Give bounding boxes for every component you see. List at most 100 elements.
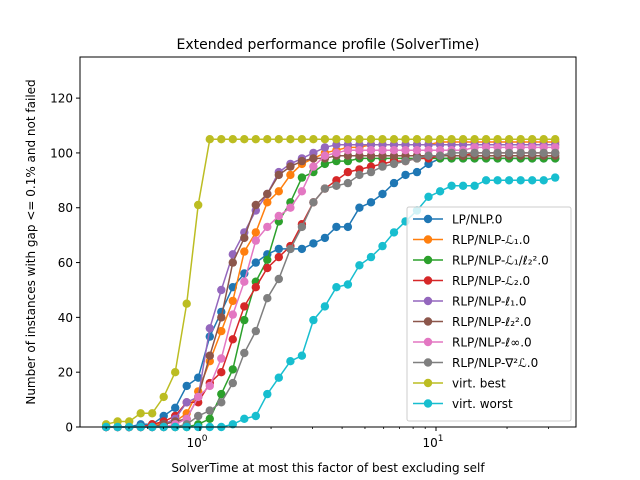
x-tick-label: 100 [187,434,208,450]
x-tick-base: 10 [422,436,437,450]
legend-label: RLP/NLP-ℓ∞.0 [452,336,532,350]
data-point [171,368,180,377]
data-point [297,222,307,232]
legend-item: RLP/NLP-ℒ₁/ℓ₂².0 [413,254,549,268]
y-tick-label: 40 [58,311,73,325]
data-point [309,315,318,325]
data-point [378,162,387,171]
y-tick-label: 100 [50,146,73,160]
data-point [332,135,341,144]
legend-label: virt. worst [452,397,513,411]
data-point [217,313,226,322]
data-point [424,192,433,201]
data-point [424,151,433,160]
data-point [458,181,468,190]
legend-marker [423,337,433,347]
data-point [320,135,330,144]
data-point [251,200,260,210]
data-point [366,198,376,207]
data-point [228,365,237,374]
data-point [286,162,295,171]
data-point [205,406,214,415]
data-point [551,173,560,182]
data-point [332,222,341,232]
legend-box [406,206,572,422]
data-point [194,392,203,402]
x-tick-exponent: 0 [202,434,208,444]
legend-item: virt. worst [413,397,513,411]
data-point [251,258,260,267]
legend-item: RLP/NLP-ℒ₁.0 [413,233,530,247]
data-point [435,151,445,160]
data-point [355,146,364,155]
x-axis-label: SolverTime at most this factor of best e… [171,461,485,475]
data-point [516,176,525,185]
series-line [106,141,556,428]
data-point [551,135,560,144]
data-point [194,200,203,210]
data-point [274,252,283,262]
data-point [320,151,330,160]
data-point [539,176,548,185]
y-tick-label: 80 [58,201,73,215]
data-point [504,176,514,185]
data-point [159,392,168,402]
data-point [343,135,353,144]
data-point [481,176,491,185]
data-point [528,176,537,185]
data-point [378,146,387,155]
y-tick-label: 120 [50,92,73,106]
data-point [240,348,249,358]
data-point [401,146,410,155]
data-point [458,135,468,144]
y-tick-label: 0 [65,421,73,435]
data-point [136,409,145,418]
data-point [286,244,295,254]
data-point [493,176,502,185]
data-point [182,398,191,407]
data-point [217,354,226,363]
data-point [355,203,364,212]
data-point [228,420,237,429]
data-point [286,170,295,180]
data-point [378,135,387,144]
data-point [228,335,237,344]
data-point [286,357,295,366]
data-point [240,277,249,286]
data-point [148,409,157,418]
data-point [274,135,283,144]
series-8 [101,135,560,429]
data-point [551,148,560,158]
legend-label: RLP/NLP-∇²ℒ.0 [452,356,538,370]
data-point [217,285,226,295]
legend: LP/NLP.0 RLP/NLP-ℒ₁.0 RLP/NLP-ℒ₁/ℓ₂².0 RLP/… [406,206,572,422]
data-point [217,368,226,377]
data-point [528,148,537,158]
data-point [355,135,364,144]
data-point [412,167,422,177]
data-point [539,148,548,158]
data-point [355,170,364,180]
data-point [217,389,226,399]
data-point [263,263,272,273]
data-point [309,239,318,248]
data-point [217,326,226,336]
data-point [493,148,502,158]
data-point [297,173,307,182]
data-point [274,170,283,180]
series-line [106,154,556,428]
data-point [493,135,502,144]
data-point [228,135,237,144]
data-point [389,178,399,188]
data-point [251,135,260,144]
legend-item: LP/NLP.0 [413,213,502,227]
legend-marker [423,276,433,285]
data-point [320,233,330,243]
legend-label: RLP/NLP-ℒ₂.0 [452,274,530,288]
data-point [481,148,491,158]
data-point [343,280,353,289]
data-point [205,332,214,341]
data-point [251,326,260,336]
data-point [320,143,330,152]
